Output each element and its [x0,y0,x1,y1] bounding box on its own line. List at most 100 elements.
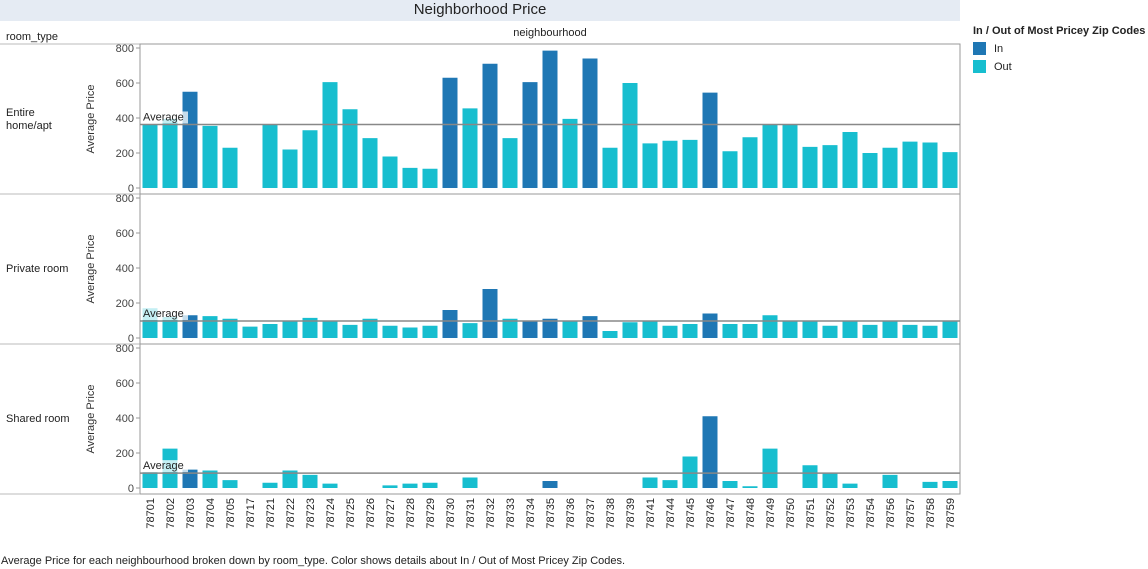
bar-78752 [822,325,838,338]
x-tick-78751: 78751 [805,498,817,529]
bar-78726 [362,138,378,188]
bar-78729 [422,168,438,188]
legend-title: In / Out of Most Pricey Zip Codes [973,25,1146,37]
bar-78759 [942,481,958,488]
bar-78751 [802,146,818,188]
bar-78733 [502,138,518,188]
bar-78734 [522,82,538,188]
caption: Average Price for each neighbourhood bro… [1,555,626,567]
bar-78753 [842,320,858,338]
bar-78757 [902,324,918,338]
average-label: Average [143,111,184,123]
bar-78753 [842,132,858,188]
bar-78729 [422,325,438,338]
bar-78754 [862,153,878,188]
x-tick-78741: 78741 [645,498,657,529]
bar-78736 [562,320,578,338]
bar-78758 [922,325,938,338]
bar-78757 [902,141,918,188]
x-tick-78731: 78731 [465,498,477,529]
average-label-bg [141,111,188,124]
bar-78724 [322,483,338,488]
average-label-bg [141,460,188,473]
bar-78723 [302,130,318,188]
x-tick-78753: 78753 [845,498,857,529]
bar-78747 [722,151,738,188]
bar-78749 [762,448,778,488]
x-tick-78722: 78722 [285,498,297,529]
y-tick-label: 200 [116,298,134,310]
x-tick-78756: 78756 [885,498,897,529]
bar-78731 [462,477,478,488]
bar-78729 [422,482,438,488]
y-tick-label: 200 [116,148,134,160]
x-tick-78759: 78759 [945,498,957,529]
bar-78752 [822,145,838,188]
x-tick-78758: 78758 [925,498,937,529]
x-tick-78728: 78728 [405,498,417,529]
x-tick-78703: 78703 [185,498,197,529]
row-label-1: Private room [6,263,68,275]
bar-78756 [882,320,898,338]
x-tick-78749: 78749 [765,498,777,529]
bar-78746 [702,92,718,188]
bar-78723 [302,474,318,488]
bar-78732 [482,63,498,188]
bar-78749 [762,124,778,188]
bar-78759 [942,152,958,188]
bar-78746 [702,416,718,488]
bar-78722 [282,149,298,188]
x-tick-78725: 78725 [345,498,357,529]
bar-78739 [622,322,638,338]
bar-78703 [182,91,198,188]
bar-78727 [382,485,398,488]
y-tick-label: 400 [116,413,134,425]
bar-78728 [402,483,418,488]
x-tick-78754: 78754 [865,498,877,529]
average-label-bg [141,308,188,321]
y-axis-title: Average Price [85,85,97,154]
bar-78704 [202,125,218,188]
bar-78746 [702,313,718,338]
bar-78738 [602,147,618,188]
bar-78736 [562,118,578,188]
legend-item-out[interactable]: Out [973,60,1145,73]
panel-frame [139,343,961,495]
bar-78748 [742,324,758,338]
bar-78721 [262,124,278,188]
y-tick-label: 200 [116,448,134,460]
bar-78745 [682,324,698,338]
bar-78735 [542,50,558,188]
x-tick-78750: 78750 [785,498,797,529]
average-label: Average [143,460,184,472]
bar-78747 [722,481,738,488]
bar-78731 [462,108,478,188]
bar-78745 [682,456,698,488]
y-axis-title: Average Price [85,235,97,304]
chart-title: Neighborhood Price [413,1,547,18]
bar-78723 [302,317,318,338]
bar-78725 [342,109,358,188]
x-tick-78732: 78732 [485,498,497,529]
bar-78727 [382,325,398,338]
bar-78721 [262,482,278,488]
bar-78750 [782,124,798,188]
bar-78722 [282,320,298,338]
x-tick-78717: 78717 [245,498,257,529]
y-tick-label: 400 [116,263,134,275]
bar-78705 [222,480,238,488]
bar-78750 [782,320,798,338]
bar-78726 [362,318,378,338]
x-tick-78733: 78733 [505,498,517,529]
y-tick-label: 800 [116,193,134,205]
legend-item-in[interactable]: In [973,42,1145,55]
bar-78702 [162,317,178,338]
y-tick-label: 0 [128,183,134,195]
bar-78748 [742,486,758,488]
y-tick-label: 800 [116,43,134,55]
bar-78728 [402,327,418,338]
bar-78705 [222,318,238,338]
row-header: room_type [6,31,58,43]
bar-78728 [402,167,418,188]
bar-78703 [182,469,198,488]
